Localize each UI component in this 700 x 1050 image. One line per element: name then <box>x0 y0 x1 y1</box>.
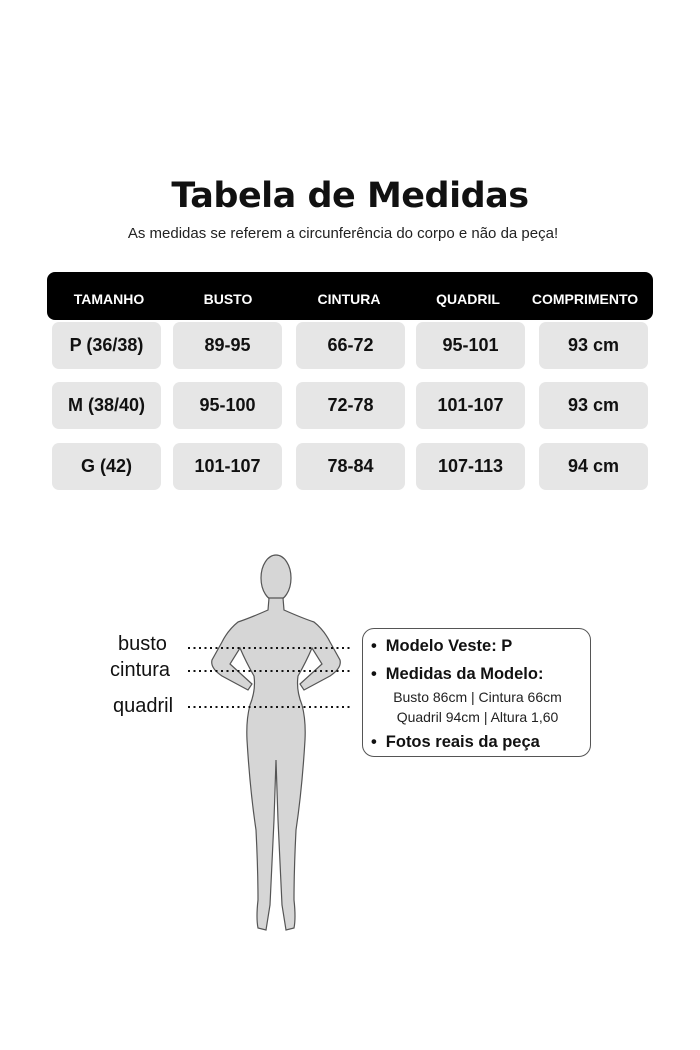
label-busto: busto <box>118 633 167 655</box>
cell-busto: 101-107 <box>173 443 282 490</box>
cell-tamanho: M (38/40) <box>52 382 161 429</box>
header-comprimento: COMPRIMENTO <box>531 291 639 307</box>
cell-comprimento: 93 cm <box>539 322 648 369</box>
medidas-line1: Busto 86cm | Cintura 66cm <box>393 689 562 705</box>
label-cintura: cintura <box>110 659 171 681</box>
cell-comprimento: 94 cm <box>539 443 648 490</box>
cell-busto: 89-95 <box>173 322 282 369</box>
cell-quadril: 95-101 <box>416 322 525 369</box>
fotos-reais: Fotos reais da peça <box>371 733 540 752</box>
medidas-line2: Quadril 94cm | Altura 1,60 <box>396 709 559 725</box>
table-header: TAMANHO BUSTO CINTURA QUADRIL COMPRIMENT… <box>47 272 653 320</box>
medidas-title: Medidas da Modelo: <box>371 665 544 684</box>
header-busto: BUSTO <box>203 291 253 307</box>
cell-cintura: 66-72 <box>296 322 405 369</box>
label-quadril: quadril <box>113 695 174 717</box>
modelo-veste: Modelo Veste: P <box>371 637 513 656</box>
cell-busto: 95-100 <box>173 382 282 429</box>
cell-quadril: 107-113 <box>416 443 525 490</box>
model-info-box: Modelo Veste: P Medidas da Modelo: Busto… <box>362 628 591 757</box>
header-quadril: QUADRIL <box>436 291 500 307</box>
cell-tamanho: G (42) <box>52 443 161 490</box>
cell-cintura: 78-84 <box>296 443 405 490</box>
cell-cintura: 72-78 <box>296 382 405 429</box>
cell-quadril: 101-107 <box>416 382 525 429</box>
cell-comprimento: 93 cm <box>539 382 648 429</box>
page-subtitle: As medidas se referem a circunferência d… <box>127 225 559 242</box>
cell-tamanho: P (36/38) <box>52 322 161 369</box>
figure-head <box>260 554 292 602</box>
header-cintura: CINTURA <box>317 291 381 307</box>
header-tamanho: TAMANHO <box>73 291 145 307</box>
figure-body <box>211 597 341 931</box>
page-title: Tabela de Medidas <box>171 176 529 216</box>
